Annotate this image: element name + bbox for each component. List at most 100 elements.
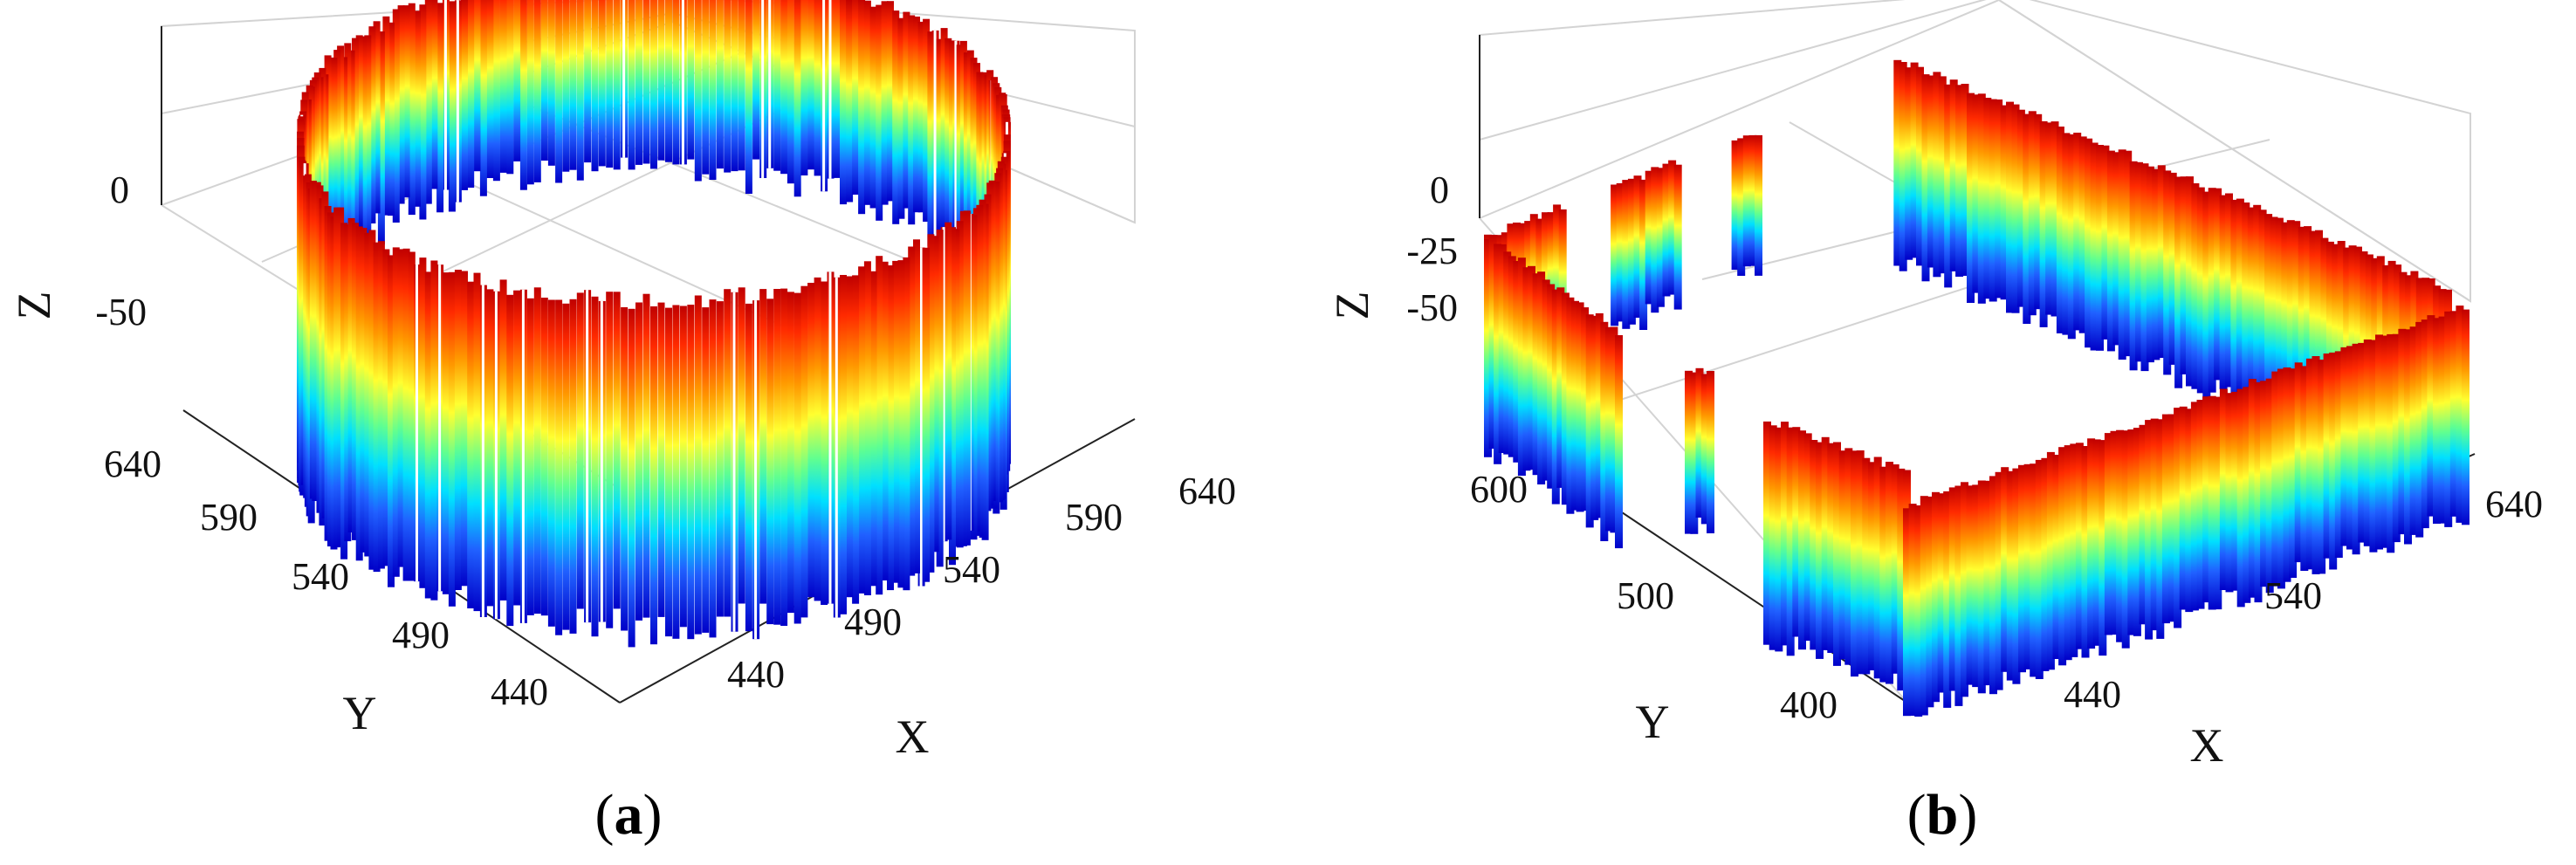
wall-point-column — [2260, 381, 2269, 587]
wall-point-column — [1513, 261, 1522, 463]
wall-point-column — [2286, 220, 2295, 424]
wall-point-column — [1615, 335, 1623, 549]
wall-point-column — [1977, 93, 1986, 304]
wall-point-column — [1755, 134, 1762, 276]
wall-point-column — [2398, 328, 2407, 535]
wall-point-column — [2118, 149, 2126, 360]
wall-point-column — [1707, 371, 1714, 533]
ring-gap — [942, 227, 945, 542]
wall-point-column — [2101, 145, 2110, 340]
wall-point-column — [2427, 315, 2435, 517]
wall-point-column — [1558, 209, 1567, 360]
wall-point-column — [2196, 400, 2205, 609]
wall-point-column — [1891, 464, 1899, 674]
ring-point-column — [419, 257, 427, 588]
ring-point-column — [908, 246, 916, 576]
wall-point-column — [1933, 72, 1941, 278]
wall-point-column — [1995, 471, 2003, 690]
wall-point-column — [2264, 214, 2273, 414]
ring-point-column — [569, 0, 577, 170]
wall-point-column — [2146, 166, 2154, 363]
ring-point-column — [766, 299, 774, 625]
wall-point-column — [2064, 445, 2072, 661]
ring-point-column — [800, 285, 808, 618]
ring-point-column — [945, 38, 952, 237]
ring-point-column — [340, 223, 348, 560]
ring-point-column — [724, 0, 732, 173]
ring-point-column — [513, 290, 521, 606]
wall-point-column — [1585, 314, 1594, 528]
wall-point-column — [1498, 244, 1507, 453]
panel-a-x-label: X — [896, 711, 930, 763]
wall-point-column — [2150, 418, 2159, 631]
ring-point-column — [373, 242, 381, 573]
ring-point-column — [897, 17, 905, 219]
ring-point-column — [479, 0, 487, 196]
wall-point-column — [2258, 209, 2267, 403]
wall-point-column — [2231, 391, 2240, 591]
wall-point-column — [2016, 109, 2025, 307]
ring-point-column — [584, 0, 592, 163]
panel-b-x-tick: 440 — [2064, 673, 2121, 716]
wall-point-column — [2104, 433, 2112, 635]
ring-point-column — [408, 3, 416, 216]
ring-point-column — [442, 272, 450, 594]
wall-point-column — [2135, 161, 2143, 362]
wall-point-column — [2421, 319, 2429, 529]
ring-point-column — [628, 0, 635, 170]
wall-point-column — [2456, 305, 2464, 523]
wall-point-column — [1581, 307, 1590, 511]
wall-point-column — [2023, 463, 2032, 669]
wall-point-column — [1537, 271, 1546, 484]
wall-point-column — [1920, 496, 1928, 716]
wall-point-column — [2045, 122, 2054, 315]
panel-b-y-tick: 500 — [1617, 574, 1674, 617]
ring-point-column — [793, 0, 801, 197]
panel-a-x-tick: 440 — [727, 653, 785, 696]
ring-point-column — [780, 288, 788, 626]
wall-point-column — [1769, 425, 1777, 650]
ring-point-column — [392, 9, 400, 223]
ring-point-column — [672, 0, 680, 165]
ring-point-column — [694, 0, 702, 182]
ring-point-column — [716, 301, 724, 617]
wall-point-column — [2039, 120, 2048, 327]
ring-point-column — [562, 303, 570, 630]
wall-point-column — [2340, 347, 2349, 546]
ring-point-column — [414, 10, 421, 207]
ring-point-column — [621, 307, 629, 631]
ring-point-column — [657, 0, 665, 161]
wall-point-column — [2018, 464, 2026, 673]
ring-point-column — [787, 292, 794, 614]
wall-point-column — [2116, 429, 2125, 642]
wall-point-column — [1561, 292, 1570, 505]
wall-point-column — [1961, 482, 1968, 697]
ring-point-column — [807, 0, 815, 170]
wall-point-column — [2270, 216, 2278, 411]
ring-point-column — [540, 0, 548, 161]
wall-point-column — [2247, 207, 2256, 400]
ring-point-column — [377, 31, 385, 245]
wall-point-column — [2087, 438, 2096, 649]
wall-point-column — [1821, 436, 1830, 650]
wall-point-column — [2041, 457, 2050, 671]
wall-point-column — [2208, 395, 2216, 610]
ring-point-column — [364, 35, 372, 246]
ring-point-column — [923, 18, 931, 223]
ring-point-column — [709, 0, 717, 180]
wall-point-column — [2415, 321, 2424, 538]
wall-point-column — [2271, 371, 2280, 587]
wall-point-column — [2253, 204, 2262, 407]
wall-point-column — [1943, 491, 1952, 708]
panel-b-z-tick: 0 — [1430, 168, 1449, 211]
wall-point-column — [1737, 138, 1746, 276]
wall-point-column — [1995, 100, 2003, 299]
ring-point-column — [927, 234, 935, 573]
panel-a-y-tick: 440 — [491, 670, 548, 713]
ring-gap — [521, 289, 525, 623]
wall-point-column — [1972, 94, 1981, 293]
wall-point-column — [1886, 462, 1893, 684]
wall-point-column — [2304, 226, 2312, 420]
wall-point-column — [1656, 168, 1665, 307]
wall-point-column — [1989, 476, 1997, 695]
